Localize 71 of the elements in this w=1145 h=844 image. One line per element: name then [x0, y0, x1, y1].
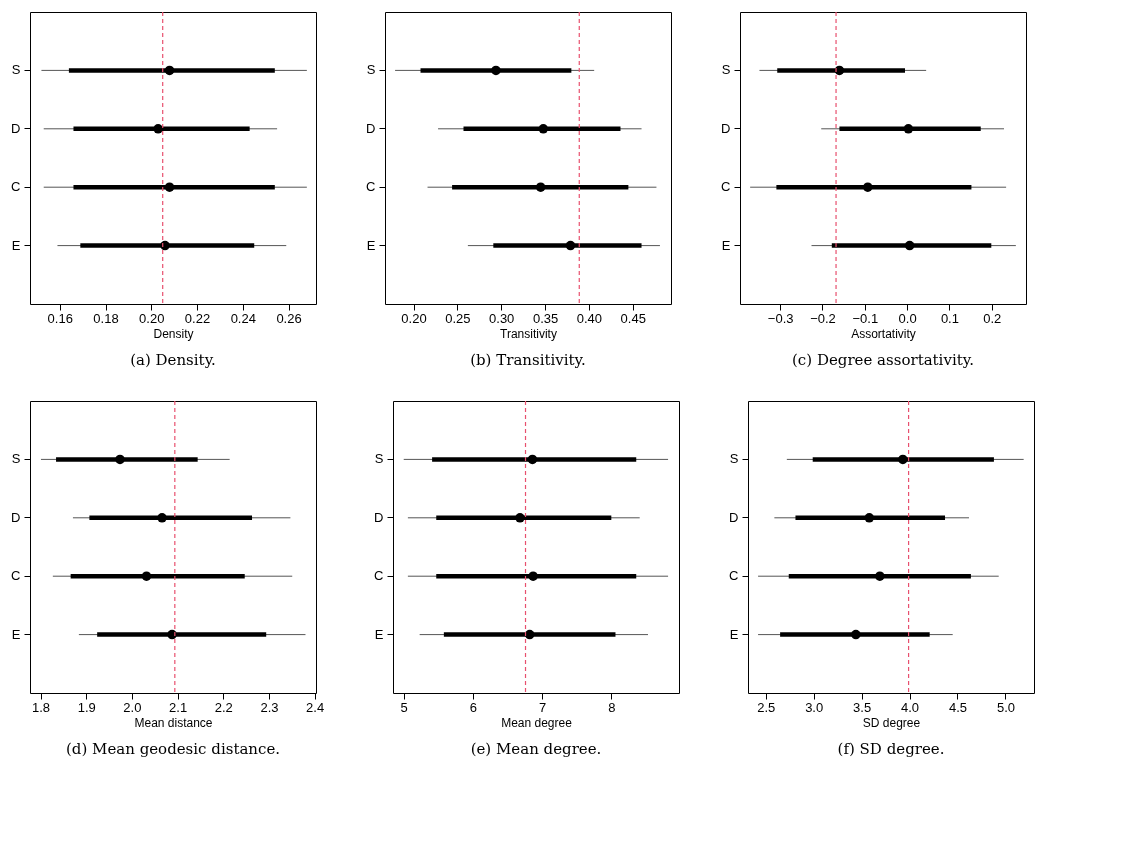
y-tick-label: D [11, 509, 21, 525]
y-tick-label: C [11, 179, 21, 195]
y-tick-label: C [374, 568, 384, 584]
x-tick-label: 5.0 [996, 699, 1015, 715]
x-tick-label: 0.0 [898, 310, 917, 326]
x-tick-label: −0.2 [810, 310, 836, 326]
x-tick-label: 0.20 [401, 310, 427, 326]
y-tick-label: C [11, 568, 21, 584]
y-tick-label: S [374, 451, 384, 467]
x-tick-label: 0.18 [93, 310, 119, 326]
y-tick-label: S [11, 451, 21, 467]
y-tick-label: E [729, 626, 739, 642]
x-tick-label: 2.0 [123, 699, 142, 715]
text: (b) Transitivity. [470, 351, 586, 369]
x-axis-title: Transitivity [500, 326, 557, 341]
x-axis-title: Mean degree [501, 715, 573, 730]
y-tick-label: S [721, 62, 731, 78]
y-tick-label: E [11, 237, 21, 253]
y-tick-label: E [374, 626, 384, 642]
text: (a) Density. [130, 351, 216, 369]
x-tick-label: 5 [400, 699, 408, 715]
x-tick-label: 2.1 [169, 699, 188, 715]
x-axis-title: Mean distance [134, 715, 213, 730]
x-axis-title: SD degree [862, 715, 921, 730]
y-tick-label: S [11, 62, 21, 78]
x-tick-label: 0.45 [620, 310, 646, 326]
x-tick-label: 1.8 [31, 699, 51, 715]
y-tick-label: E [721, 237, 731, 253]
text: (f) SD degree. [837, 740, 945, 758]
y-tick-label: E [11, 626, 21, 642]
x-tick-label: 0.30 [489, 310, 515, 326]
x-tick-label: 3.5 [853, 699, 872, 715]
x-tick-label: −0.1 [852, 310, 879, 326]
y-tick-label: D [729, 509, 739, 525]
x-tick-label: 0.22 [184, 310, 211, 326]
x-tick-label: 2.2 [214, 699, 233, 715]
y-tick-label: D [374, 509, 384, 525]
y-tick-label: D [721, 120, 731, 136]
x-tick-label: 0.24 [230, 310, 256, 326]
x-tick-label: 2.5 [757, 699, 776, 715]
x-tick-label: 0.1 [940, 310, 959, 326]
x-tick-label: 0.35 [532, 310, 559, 326]
y-tick-label: C [721, 179, 731, 195]
x-axis-title: Assortativity [851, 326, 916, 341]
text: (c) Degree assortativity. [792, 351, 974, 369]
x-tick-label: 4.5 [948, 699, 968, 715]
x-tick-label: 0.25 [445, 310, 471, 326]
y-tick-label: D [366, 120, 376, 136]
x-tick-label: 7 [539, 699, 547, 715]
y-tick-label: S [729, 451, 739, 467]
text: (d) Mean geodesic distance. [65, 740, 281, 758]
y-tick-label: C [729, 568, 739, 584]
x-tick-label: −0.3 [767, 310, 794, 326]
x-tick-label: 4.0 [901, 699, 920, 715]
x-axis-title: Density [153, 326, 194, 341]
x-tick-label: 1.9 [77, 699, 96, 715]
x-tick-label: 0.26 [276, 310, 302, 326]
x-tick-label: 0.2 [983, 310, 1002, 326]
x-tick-label: 0.40 [576, 310, 603, 326]
x-tick-label: 2.3 [260, 699, 279, 715]
text: (e) Mean degree. [470, 740, 602, 758]
x-tick-label: 6 [469, 699, 478, 715]
y-tick-label: C [366, 179, 376, 195]
x-tick-label: 8 [608, 699, 616, 715]
y-tick-label: S [366, 62, 376, 78]
x-tick-label: 3.0 [805, 699, 824, 715]
x-tick-label: 0.20 [139, 310, 165, 326]
y-tick-label: E [366, 237, 376, 253]
x-tick-label: 2.4 [306, 699, 325, 715]
y-tick-label: D [11, 120, 21, 136]
x-tick-label: 0.16 [47, 310, 73, 326]
